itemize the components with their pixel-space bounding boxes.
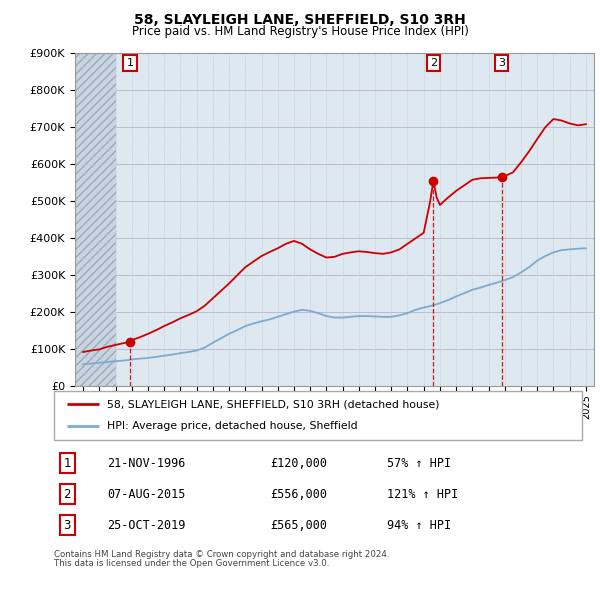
Text: HPI: Average price, detached house, Sheffield: HPI: Average price, detached house, Shef… (107, 421, 358, 431)
Text: 3: 3 (498, 58, 505, 68)
Text: 121% ↑ HPI: 121% ↑ HPI (386, 487, 458, 501)
Text: 07-AUG-2015: 07-AUG-2015 (107, 487, 185, 501)
Text: 94% ↑ HPI: 94% ↑ HPI (386, 519, 451, 532)
Text: £565,000: £565,000 (271, 519, 328, 532)
Text: 21-NOV-1996: 21-NOV-1996 (107, 457, 185, 470)
Text: 57% ↑ HPI: 57% ↑ HPI (386, 457, 451, 470)
Text: 58, SLAYLEIGH LANE, SHEFFIELD, S10 3RH: 58, SLAYLEIGH LANE, SHEFFIELD, S10 3RH (134, 13, 466, 27)
Text: £120,000: £120,000 (271, 457, 328, 470)
Text: Contains HM Land Registry data © Crown copyright and database right 2024.: Contains HM Land Registry data © Crown c… (54, 550, 389, 559)
Text: £556,000: £556,000 (271, 487, 328, 501)
Text: 58, SLAYLEIGH LANE, SHEFFIELD, S10 3RH (detached house): 58, SLAYLEIGH LANE, SHEFFIELD, S10 3RH (… (107, 399, 439, 409)
Text: 1: 1 (127, 58, 134, 68)
Text: This data is licensed under the Open Government Licence v3.0.: This data is licensed under the Open Gov… (54, 559, 329, 568)
Text: 25-OCT-2019: 25-OCT-2019 (107, 519, 185, 532)
Text: 2: 2 (430, 58, 437, 68)
Text: Price paid vs. HM Land Registry's House Price Index (HPI): Price paid vs. HM Land Registry's House … (131, 25, 469, 38)
Text: 3: 3 (64, 519, 71, 532)
FancyBboxPatch shape (54, 391, 582, 440)
Text: 2: 2 (64, 487, 71, 501)
Text: 1: 1 (64, 457, 71, 470)
